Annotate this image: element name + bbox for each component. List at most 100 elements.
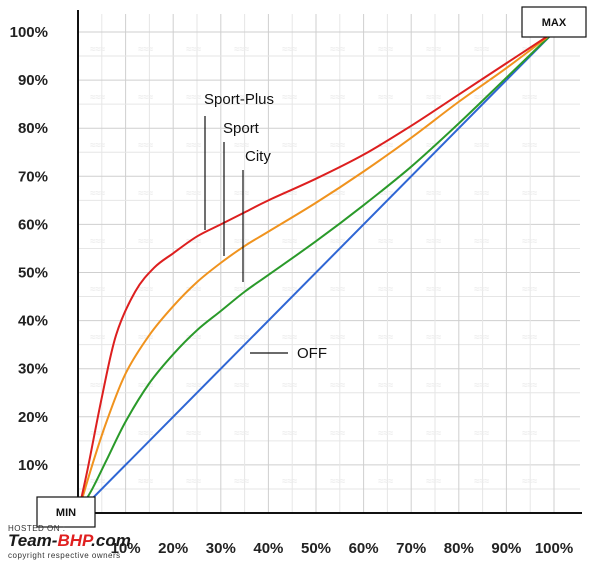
y-tick-label: 80% [18, 120, 48, 137]
watermark-glyph: ≈≈≈ [186, 428, 201, 438]
y-tick-label: 60% [18, 216, 48, 233]
x-tick-label: 80% [444, 540, 474, 557]
watermark-glyph: ≈≈≈ [186, 236, 201, 246]
series-label-city: City [245, 148, 271, 165]
watermark-glyph: ≈≈≈ [378, 140, 393, 150]
watermark-glyph: ≈≈≈ [474, 92, 489, 102]
max-box: MAX [521, 6, 587, 38]
series-label-sport: Sport [223, 120, 260, 137]
y-tick-label: 40% [18, 313, 48, 330]
y-tick-label: 100% [10, 24, 48, 41]
watermark-glyph: ≈≈≈ [234, 332, 249, 342]
watermark-glyph: ≈≈≈ [186, 188, 201, 198]
series-label-sport-plus: Sport-Plus [204, 91, 274, 108]
watermark-glyph: ≈≈≈ [330, 236, 345, 246]
series-line-sport-plus [77, 31, 555, 514]
watermark-glyph: ≈≈≈ [234, 188, 249, 198]
watermark-glyph: ≈≈≈ [282, 332, 297, 342]
watermark-glyph: ≈≈≈ [282, 380, 297, 390]
watermark-glyph: ≈≈≈ [378, 476, 393, 486]
series-annotations: Sport-Plus Sport City OFF [204, 91, 327, 362]
watermark-glyph: ≈≈≈ [90, 44, 105, 54]
x-tick-label: 100% [535, 540, 573, 557]
watermark-glyph: ≈≈≈ [186, 140, 201, 150]
watermark-glyph: ≈≈≈ [474, 380, 489, 390]
watermark-glyph: ≈≈≈ [426, 236, 441, 246]
watermark-glyph: ≈≈≈ [282, 428, 297, 438]
watermark-glyph: ≈≈≈ [282, 140, 297, 150]
hosted-on-label: HOSTED ON : [8, 524, 66, 533]
watermark-glyph: ≈≈≈ [234, 428, 249, 438]
x-tick-label: 50% [301, 540, 331, 557]
x-tick-label: 40% [253, 540, 283, 557]
series-label-off: OFF [297, 345, 327, 362]
watermark-glyph: ≈≈≈ [282, 284, 297, 294]
watermark-glyph: ≈≈≈ [330, 428, 345, 438]
watermark-glyph: ≈≈≈ [426, 284, 441, 294]
y-tick-label: 90% [18, 72, 48, 89]
watermark-glyph: ≈≈≈ [90, 92, 105, 102]
watermark-glyph: ≈≈≈ [282, 476, 297, 486]
min-box: MIN [36, 496, 96, 528]
watermark-glyph: ≈≈≈ [138, 332, 153, 342]
watermark-glyph: ≈≈≈ [186, 92, 201, 102]
watermark-glyph: ≈≈≈ [474, 44, 489, 54]
axes [77, 10, 582, 514]
watermark-glyph: ≈≈≈ [138, 140, 153, 150]
x-tick-label: 30% [206, 540, 236, 557]
watermark-glyph: ≈≈≈ [426, 188, 441, 198]
watermark-glyph: ≈≈≈ [330, 188, 345, 198]
watermark-glyph: ≈≈≈ [474, 428, 489, 438]
watermark-glyph: ≈≈≈ [474, 476, 489, 486]
site-name-prefix: Team- [8, 531, 58, 550]
watermark-glyph: ≈≈≈ [522, 428, 537, 438]
watermark-glyph: ≈≈≈ [138, 236, 153, 246]
watermark-glyph: ≈≈≈ [426, 44, 441, 54]
site-name: Team-BHP.com [8, 531, 131, 551]
max-label: MAX [542, 17, 567, 29]
watermark-glyph: ≈≈≈ [330, 332, 345, 342]
min-label: MIN [56, 507, 76, 519]
watermark-glyph: ≈≈≈ [186, 284, 201, 294]
watermark-glyph: ≈≈≈ [138, 284, 153, 294]
watermark-glyph: ≈≈≈ [378, 332, 393, 342]
watermark-glyph: ≈≈≈ [522, 380, 537, 390]
series-line-off [77, 31, 555, 514]
watermark-glyph: ≈≈≈ [234, 380, 249, 390]
watermark-glyph: ≈≈≈ [234, 44, 249, 54]
y-tick-label: 10% [18, 457, 48, 474]
watermark-glyph: ≈≈≈ [522, 140, 537, 150]
watermark-glyph: ≈≈≈ [522, 476, 537, 486]
watermark-glyph: ≈≈≈ [90, 284, 105, 294]
watermark-glyph: ≈≈≈ [186, 332, 201, 342]
watermark-glyph: ≈≈≈ [426, 92, 441, 102]
site-name-highlight: BHP [57, 531, 92, 550]
watermark-glyph: ≈≈≈ [282, 236, 297, 246]
watermark-glyph: ≈≈≈ [330, 284, 345, 294]
watermark-glyph: ≈≈≈ [378, 188, 393, 198]
watermark-glyph: ≈≈≈ [330, 44, 345, 54]
x-tick-label: 90% [491, 540, 521, 557]
watermark-glyph: ≈≈≈ [522, 332, 537, 342]
watermark-glyph: ≈≈≈ [90, 332, 105, 342]
x-tick-label: 60% [349, 540, 379, 557]
watermark-glyph: ≈≈≈ [186, 380, 201, 390]
site-name-suffix: .com [91, 531, 131, 550]
watermark-glyph: ≈≈≈ [378, 236, 393, 246]
watermark-glyph: ≈≈≈ [522, 188, 537, 198]
site-watermark: HOSTED ON : Team-BHP.com copyright respe… [4, 524, 204, 562]
watermark-glyph: ≈≈≈ [90, 428, 105, 438]
watermark-glyph: ≈≈≈ [474, 188, 489, 198]
watermark-glyph: ≈≈≈ [282, 92, 297, 102]
watermark-glyph: ≈≈≈ [426, 476, 441, 486]
y-tick-labels: 10% 20% 30% 40% 50% 60% 70% 80% 90% 100% [10, 24, 48, 474]
series-line-city [77, 31, 555, 514]
watermark-glyph: ≈≈≈ [234, 284, 249, 294]
watermark-glyph: ≈≈≈ [234, 476, 249, 486]
watermark-glyph: ≈≈≈ [426, 428, 441, 438]
y-tick-label: 50% [18, 265, 48, 282]
watermark-glyph: ≈≈≈ [138, 92, 153, 102]
watermark-glyph: ≈≈≈ [474, 236, 489, 246]
watermark-glyph: ≈≈≈ [90, 380, 105, 390]
